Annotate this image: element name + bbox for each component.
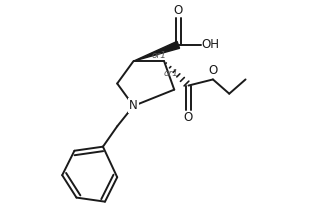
Text: or1: or1 bbox=[164, 69, 179, 78]
Text: OH: OH bbox=[202, 38, 220, 51]
Text: or1: or1 bbox=[152, 51, 167, 59]
Polygon shape bbox=[134, 41, 180, 61]
Text: O: O bbox=[174, 4, 183, 17]
Text: N: N bbox=[129, 99, 138, 112]
Text: O: O bbox=[184, 111, 193, 124]
Text: O: O bbox=[208, 64, 218, 77]
